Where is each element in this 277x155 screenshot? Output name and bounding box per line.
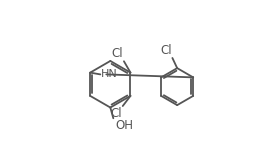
Text: Cl: Cl <box>111 47 123 60</box>
Text: Cl: Cl <box>160 44 172 57</box>
Text: OH: OH <box>116 120 134 133</box>
Text: HN: HN <box>101 69 118 79</box>
Text: Cl: Cl <box>111 107 122 120</box>
